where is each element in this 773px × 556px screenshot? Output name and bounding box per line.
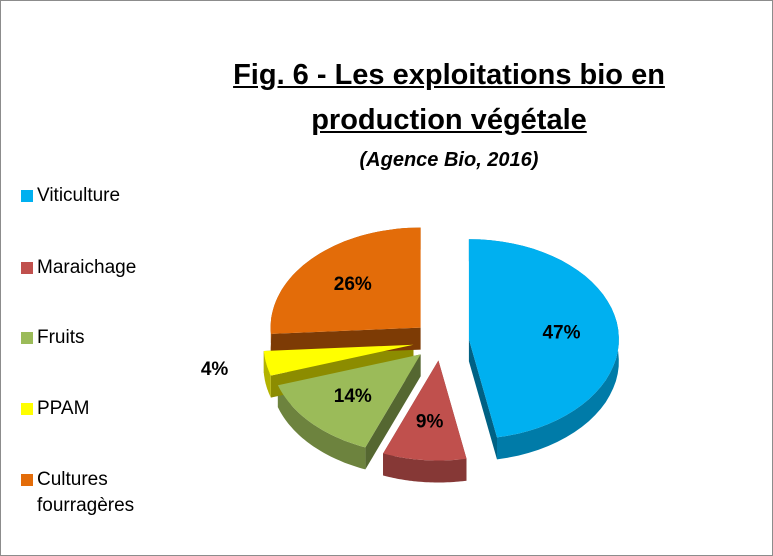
slice-side — [365, 354, 421, 470]
slice-side — [263, 351, 271, 398]
legend-label: Fruits — [37, 327, 85, 348]
pie-slice — [277, 354, 421, 448]
legend-label: Viticulture — [37, 185, 121, 206]
pie-slice — [263, 344, 414, 376]
legend-swatch — [21, 332, 33, 344]
chart-title: Fig. 6 - Les exploitations bio en produc… — [233, 59, 665, 136]
legend-swatch — [21, 403, 33, 415]
legend-item: PPAM — [21, 396, 171, 422]
data-label: 14% — [334, 386, 372, 407]
legend-item: Cultures fourragères — [21, 467, 171, 519]
pie-slice — [468, 239, 619, 438]
slice-side — [383, 453, 467, 483]
data-label: 9% — [416, 411, 444, 432]
pie-slice — [270, 227, 421, 334]
data-label: 26% — [334, 274, 372, 295]
legend-item: Viticulture — [21, 183, 171, 209]
legend-swatch — [21, 262, 33, 274]
chart-subtitle: (Agence Bio, 2016) — [359, 149, 539, 171]
legend-swatch — [21, 190, 33, 202]
legend-label: Cultures fourragères — [37, 469, 135, 516]
slice-side — [468, 339, 497, 460]
legend-label: Maraichage — [37, 257, 137, 278]
pie-slice — [383, 360, 467, 461]
legend-label: PPAM — [37, 398, 90, 419]
data-label: 4% — [201, 359, 229, 380]
legend-item: Maraichage — [21, 255, 171, 281]
legend-item: Fruits — [21, 325, 171, 351]
data-label: 47% — [542, 322, 580, 343]
slice-side — [277, 385, 366, 470]
legend-swatch — [21, 474, 33, 486]
